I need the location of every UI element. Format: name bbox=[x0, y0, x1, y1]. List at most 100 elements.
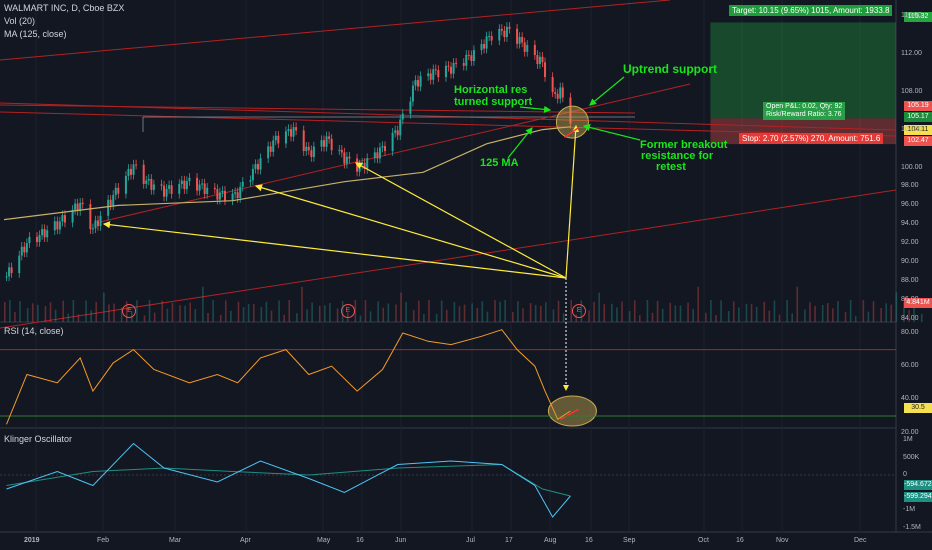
arrow-to-feb-low bbox=[102, 221, 567, 279]
annotation-resistance-for[interactable]: resistance for bbox=[641, 150, 714, 162]
candle-body bbox=[201, 183, 204, 185]
volume-bar bbox=[435, 313, 438, 322]
candle-body bbox=[165, 188, 168, 197]
volume-bar bbox=[656, 300, 659, 322]
volume-bar bbox=[54, 309, 57, 322]
price-axis-label: 90.00 bbox=[901, 258, 919, 266]
earnings-marker[interactable]: E bbox=[572, 304, 587, 318]
price-axis-label: 112.00 bbox=[901, 49, 922, 57]
volume-bar bbox=[412, 310, 415, 322]
volume-bar bbox=[14, 311, 16, 322]
rsi-value-tag: 30.5 bbox=[904, 403, 932, 413]
rsi-axis-label: 40.00 bbox=[901, 395, 919, 403]
candle-body bbox=[467, 54, 470, 56]
earnings-marker[interactable]: E bbox=[122, 304, 137, 318]
candle-body bbox=[523, 42, 526, 52]
rsi-legend[interactable]: RSI (14, close) bbox=[4, 326, 64, 336]
candle-body bbox=[130, 168, 132, 175]
candle-body bbox=[465, 54, 468, 66]
annotation-turned-support[interactable]: turned support bbox=[454, 96, 533, 108]
candle-body bbox=[366, 158, 369, 169]
candle-body bbox=[251, 168, 254, 181]
ma-125-line bbox=[3, 126, 571, 221]
volume-bar bbox=[62, 300, 65, 322]
volume-bar bbox=[458, 306, 461, 322]
candle-body bbox=[213, 187, 216, 190]
candle-body bbox=[320, 140, 323, 147]
price-tag-last: 105.17 bbox=[904, 112, 932, 122]
arrow-to-may-low bbox=[354, 162, 567, 279]
volume-bar bbox=[710, 300, 712, 322]
klinger-signal-line bbox=[6, 463, 571, 497]
rsi-line bbox=[6, 329, 571, 425]
volume-bar bbox=[854, 315, 857, 322]
volume-bar bbox=[207, 312, 209, 322]
annotation-uptrend-support[interactable]: Uptrend support bbox=[623, 62, 717, 76]
candles bbox=[5, 22, 572, 282]
annotation-retest[interactable]: retest bbox=[656, 161, 686, 173]
annotation-125-ma[interactable]: 125 MA bbox=[480, 157, 519, 169]
candle-body bbox=[518, 36, 521, 44]
open-pl-label[interactable]: Open P&L: 0.02, Qty: 92 Risk/Reward Rati… bbox=[763, 102, 846, 120]
volume-bar bbox=[72, 300, 75, 322]
volume-bar bbox=[814, 305, 816, 322]
candle-body bbox=[170, 185, 173, 194]
volume-bar bbox=[821, 304, 824, 322]
ma-legend[interactable]: MA (125, close) bbox=[4, 29, 67, 39]
target-label[interactable]: Target: 10.15 (9.65%) 1015, Amount: 1933… bbox=[729, 5, 893, 16]
volume-bars bbox=[4, 286, 923, 322]
volume-bar bbox=[329, 302, 331, 322]
volume-bar bbox=[288, 300, 291, 322]
candle-body bbox=[455, 62, 458, 64]
candle-body bbox=[401, 113, 404, 120]
price-axis-label: 94.00 bbox=[901, 220, 919, 228]
volume-bar bbox=[773, 300, 776, 322]
candle-body bbox=[234, 192, 237, 194]
candle-body bbox=[43, 229, 46, 238]
price-tag-volume: 4.841M bbox=[904, 298, 932, 308]
candle-body bbox=[396, 130, 399, 136]
candle-body bbox=[38, 235, 41, 243]
candle-body bbox=[437, 70, 440, 78]
volume-bar bbox=[849, 300, 852, 322]
klinger-legend[interactable]: Klinger Oscillator bbox=[4, 434, 73, 444]
candle-body bbox=[323, 140, 326, 147]
volume-bar bbox=[95, 301, 98, 322]
symbol-legend[interactable]: WALMART INC, D, Cboe BZX bbox=[4, 3, 125, 13]
volume-bar bbox=[661, 308, 664, 322]
earnings-marker[interactable]: E bbox=[340, 304, 355, 318]
price-axis-label: 100.00 bbox=[901, 163, 923, 171]
candle-body bbox=[135, 164, 138, 166]
stop-label[interactable]: Stop: 2.70 (2.57%) 270, Amount: 751.6 bbox=[739, 133, 884, 144]
open-pl-text: Open P&L: 0.02, Qty: 92 bbox=[766, 103, 843, 110]
volume-bar bbox=[633, 300, 636, 322]
price-tag-target: 115.32 bbox=[904, 12, 932, 22]
candle-body bbox=[485, 36, 488, 49]
long-position-tool[interactable] bbox=[710, 22, 896, 145]
klinger-axis-label: -1.5M bbox=[903, 523, 921, 531]
candle-body bbox=[28, 236, 31, 244]
candle-body bbox=[79, 202, 82, 212]
annotation-former-breakout[interactable]: Former breakout bbox=[640, 139, 728, 151]
price-axis-label: 84.00 bbox=[901, 315, 919, 323]
volume-bar bbox=[67, 313, 70, 322]
annotation-arrows[interactable] bbox=[102, 76, 641, 427]
vol-legend[interactable]: Vol (20) bbox=[4, 16, 36, 26]
annotation-horizontal-res[interactable]: Horizontal res bbox=[454, 84, 528, 96]
candle-body bbox=[290, 129, 293, 137]
candle-body bbox=[183, 180, 186, 190]
rsi-axis-label: 80.00 bbox=[901, 329, 919, 336]
candle-body bbox=[168, 185, 171, 189]
candle-body bbox=[99, 215, 102, 227]
price-tag-open: 104.11 bbox=[904, 125, 932, 135]
horizontal-resistance-upper bbox=[0, 102, 897, 131]
x-axis-label: Jul bbox=[466, 537, 475, 544]
volume-bar bbox=[611, 303, 613, 322]
volume-bar bbox=[796, 286, 799, 322]
candle-body bbox=[559, 87, 562, 99]
klinger-tag-2: -599.294K bbox=[904, 492, 932, 502]
volume-bar bbox=[476, 307, 479, 322]
candle-body bbox=[142, 164, 145, 184]
trendlines[interactable] bbox=[0, 0, 897, 329]
ma-125 bbox=[3, 126, 571, 221]
